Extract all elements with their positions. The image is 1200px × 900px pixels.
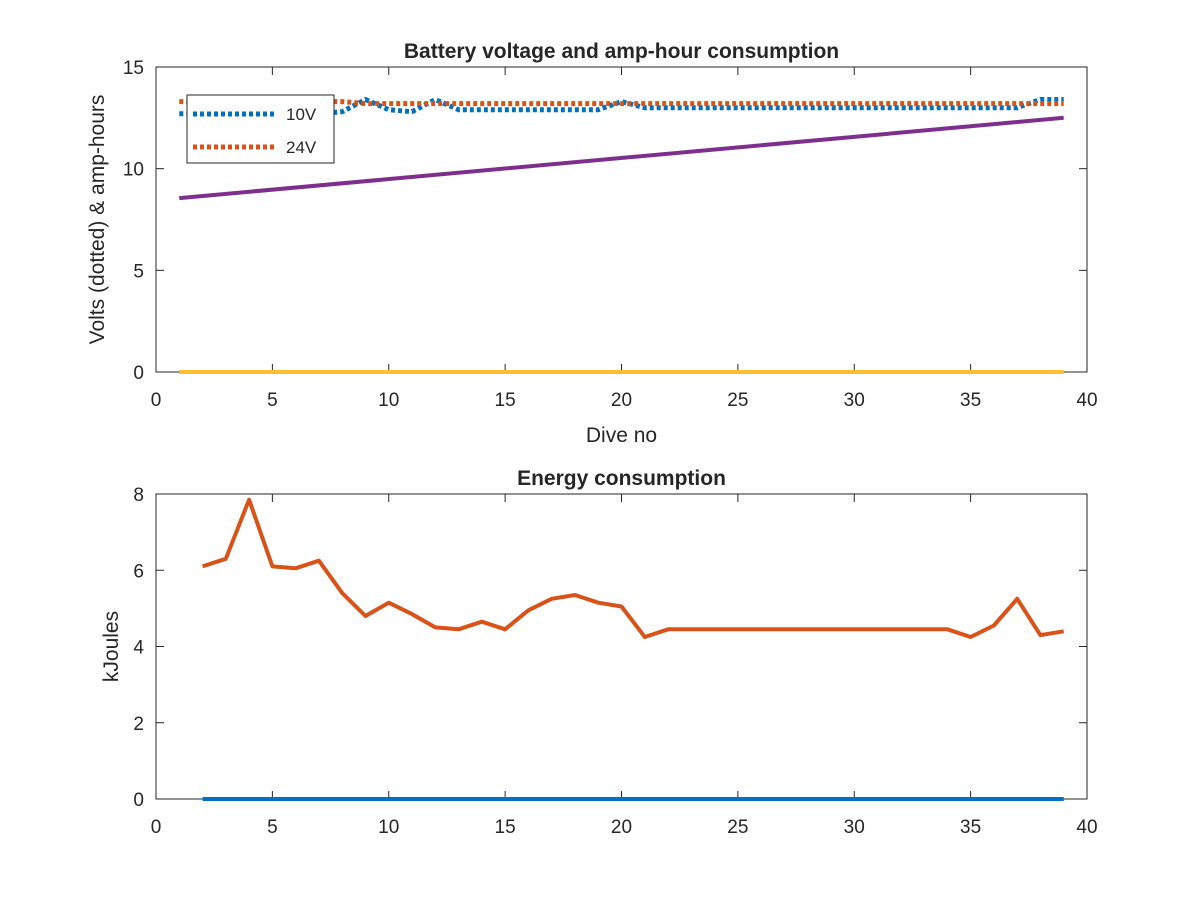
y-tick-label: 2 [133, 714, 144, 735]
x-tick-label: 0 [151, 817, 162, 838]
legend-label: 10V [286, 105, 317, 124]
x-tick-label: 0 [151, 390, 162, 411]
legend-box [186, 94, 335, 164]
energy-consumption-plot: 0 5 10 15 20 25 30 35 40 0 2 4 6 8 Energy consumption k… [100, 467, 1098, 838]
amp-hour-purple-series [179, 115, 1064, 201]
x-tick-label: 25 [727, 817, 748, 838]
x-axis-label: Dive no [586, 424, 657, 447]
y-tick-label: 10 [123, 160, 144, 181]
x-tick-label: 5 [267, 390, 278, 411]
y-tick-label: 0 [133, 363, 144, 384]
x-tick-label: 30 [844, 390, 865, 411]
x-tick-label: 30 [844, 817, 865, 838]
energy-orange-series [201, 497, 1065, 639]
x-tick-label: 40 [1076, 390, 1097, 411]
x-tick-label: 15 [495, 390, 516, 411]
x-tick-label: 15 [495, 817, 516, 838]
legend-label: 24V [286, 138, 317, 157]
x-tick-label: 5 [267, 817, 278, 838]
y-tick-label: 6 [133, 561, 144, 582]
y-tick-label: 5 [133, 261, 144, 282]
y-tick-label: 4 [133, 638, 144, 659]
y-tick-label: 0 [133, 790, 144, 811]
y-axis-label: kJoules [100, 611, 123, 682]
x-tick-label: 10 [378, 390, 399, 411]
x-tick-label: 25 [727, 390, 748, 411]
x-tick-label: 10 [378, 817, 399, 838]
y-axis-label: Volts (dotted) & amp-hours [86, 95, 109, 345]
x-tick-label: 20 [611, 817, 632, 838]
y-tick-label: 15 [123, 58, 144, 79]
chart-title: Battery voltage and amp-hour consumption [404, 40, 839, 63]
y-tick-label: 8 [133, 485, 144, 506]
x-tick-label: 35 [960, 817, 981, 838]
axes-box [155, 493, 1088, 800]
battery-voltage-plot: 0 5 10 15 20 25 30 35 40 0 5 10 15 Battery voltage an… [86, 40, 1098, 447]
x-tick-label: 40 [1076, 817, 1097, 838]
x-tick-label: 20 [611, 390, 632, 411]
chart-title: Energy consumption [517, 467, 726, 490]
x-tick-label: 35 [960, 390, 981, 411]
